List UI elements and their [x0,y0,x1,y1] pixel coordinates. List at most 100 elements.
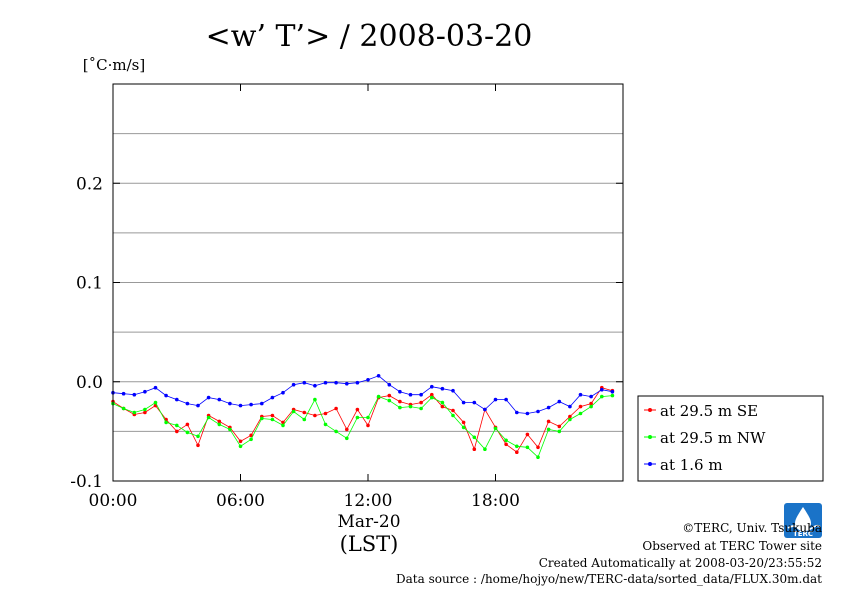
data-point [472,447,477,452]
data-point [334,429,338,434]
x-tick-label: 12:00 [344,491,393,511]
y-axis: 0.2 0.1 0.0 -0.1 [70,174,623,492]
series-line-1 [112,395,613,458]
legend-label-0: at 29.5 m SE [660,402,758,420]
y-unit-label: [˚C·m/s] [83,56,145,74]
data-point [206,415,211,420]
data-point [419,400,423,405]
data-point [589,401,593,406]
data-point [376,394,381,399]
data-point [291,409,296,414]
legend-marker-0 [648,408,652,412]
data-point [589,404,593,409]
data-point [430,395,434,400]
data-point [175,397,179,402]
data-point [440,400,445,405]
data-point [504,442,508,447]
data-point [440,386,445,391]
data-point [525,432,530,437]
y-tick-label: 0.2 [76,174,103,194]
series-layer [111,374,615,460]
data-point [366,378,370,382]
data-point [355,407,360,412]
data-point [483,447,487,452]
x-tick-label: 06:00 [216,491,265,511]
data-point [536,455,540,460]
data-point [568,414,572,419]
data-point [323,380,328,385]
data-point [568,417,572,422]
data-point [132,392,137,397]
data-point [546,405,551,410]
data-point [536,409,540,414]
data-point [302,380,307,385]
footer-observed: Observed at TERC Tower site [642,539,822,553]
data-point [260,416,264,421]
data-point [164,420,168,425]
data-point [238,444,243,449]
data-point [185,401,190,406]
data-point [610,393,615,398]
legend-marker-2 [648,462,652,466]
data-point [175,429,179,434]
data-point [175,423,179,428]
data-point [238,439,243,444]
legend-label-1: at 29.5 m NW [660,429,766,447]
data-point [270,417,275,422]
data-point [578,411,583,416]
data-point [249,402,253,407]
data-point [525,411,530,416]
data-point [546,427,551,432]
data-point [313,413,317,418]
data-point [398,389,402,394]
data-point [472,435,477,440]
data-point [249,433,253,438]
data-point [557,399,562,404]
data-point [143,407,147,412]
data-point [345,427,349,432]
data-point [228,401,232,406]
chart-title: <w’ T’> / 2008-03-20 [206,19,533,54]
data-point [557,429,562,434]
data-point [557,424,562,429]
data-point [461,425,466,430]
data-point [600,394,604,399]
data-point [164,393,168,398]
data-point [387,382,392,387]
data-point [206,395,211,400]
data-point [610,389,615,394]
data-point [472,400,477,405]
data-point [408,404,413,409]
x-axis-label: (LST) [340,532,399,556]
data-point [345,381,349,386]
data-point [493,426,498,431]
data-point [461,420,466,425]
data-point [270,413,275,418]
data-point [376,374,381,378]
data-point [121,391,126,396]
data-point [228,427,232,432]
data-point [313,397,317,402]
data-point [323,411,328,416]
data-point [366,423,370,428]
data-point [525,445,530,450]
data-point [451,413,455,418]
data-point [451,388,455,393]
data-point [334,406,338,411]
data-point [196,443,200,448]
data-point [143,410,147,415]
data-point [153,400,158,405]
gridlines [113,133,623,432]
data-point [345,436,349,441]
data-point [461,400,466,405]
y-tick-label: 0.1 [76,274,103,294]
x-date-label: Mar-20 [337,512,400,532]
data-point [153,385,158,390]
data-point [185,430,190,435]
data-point [589,394,593,399]
data-point [281,390,285,395]
data-point [398,399,402,404]
series-line-0 [112,387,613,453]
data-point [281,420,285,425]
data-point [217,419,222,424]
